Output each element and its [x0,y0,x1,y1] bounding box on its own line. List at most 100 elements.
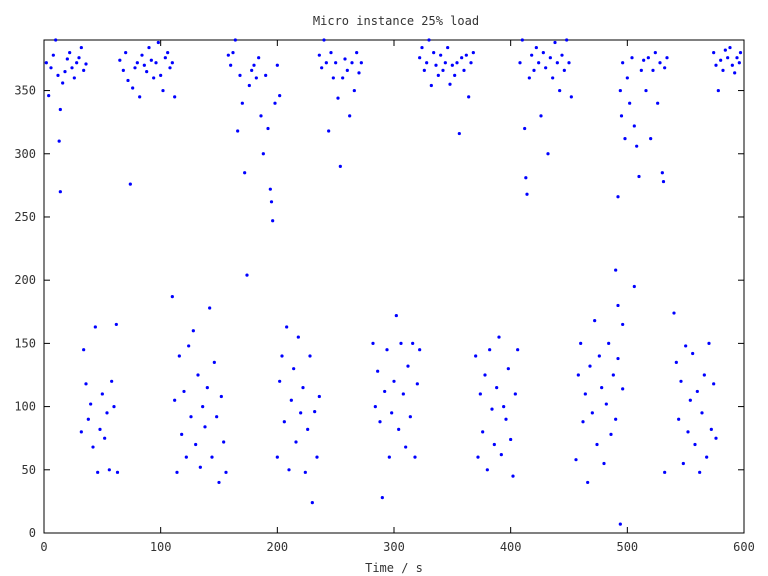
data-point [296,335,300,339]
data-point [177,354,181,358]
x-axis-label: Time / s [365,561,423,575]
data-point [492,442,496,447]
data-point [285,325,289,329]
data-point [175,470,179,474]
plot-border [43,39,745,534]
data-point [273,101,277,105]
data-point [639,68,643,72]
data-point [637,174,641,179]
data-point [429,83,433,88]
data-point [168,66,172,70]
data-point [203,425,207,429]
data-point [576,373,580,377]
data-point [583,392,587,396]
data-point [439,53,443,57]
data-point [527,76,531,80]
data-point [191,329,195,333]
data-point [329,51,333,55]
data-point [679,379,683,383]
plot-frame [43,39,745,534]
data-point [292,367,296,371]
data-point [306,427,310,431]
data-point [448,82,452,86]
data-point [96,470,100,474]
data-point [121,68,125,72]
data-point [646,56,650,60]
data-point [84,382,88,386]
data-point [464,53,468,57]
data-point [618,522,622,526]
data-point [656,101,660,105]
data-point [77,56,81,60]
data-point [215,415,219,419]
data-point [359,61,363,65]
data-point [728,45,732,50]
data-point [569,95,573,99]
data-point [205,386,209,390]
x-axis: 0 100 200 300 400 500 600 [40,40,755,554]
data-point [100,392,104,396]
data-point [418,348,422,352]
data-point [530,53,534,57]
data-point [621,61,625,65]
data-point [401,392,405,396]
data-point [700,411,704,415]
y-tick-label: 350 [14,84,36,98]
data-point [301,386,305,390]
data-point [115,470,120,474]
data-point [672,311,676,315]
data-point [47,94,51,98]
data-point [565,38,569,42]
data-point [469,61,473,65]
data-point [287,468,291,472]
data-point [82,348,86,352]
data-point [385,348,389,352]
x-tick-label: 0 [40,540,47,554]
data-point [299,411,303,415]
data-point [509,437,513,442]
data-point [488,348,492,352]
data-point [72,76,76,80]
data-point [471,51,475,55]
data-point [644,88,648,93]
data-point [495,386,499,390]
data-point [240,101,244,105]
data-point [376,369,380,373]
data-point [609,432,613,436]
x-tick-label: 200 [266,540,288,554]
data-point [623,137,627,141]
data-point [630,56,634,60]
data-point [661,179,666,184]
data-point [348,114,352,118]
data-point [688,398,692,402]
data-point [453,73,457,77]
data-point [219,394,223,399]
data-point [462,68,466,72]
data-point [516,348,520,352]
data-point [338,164,342,169]
data-point [499,453,503,457]
data-point [65,57,69,61]
data-point [58,190,62,194]
data-point [79,45,83,50]
data-point [457,131,461,136]
data-point [373,404,377,409]
data-point [446,45,450,50]
data-point [345,68,349,72]
data-point [161,88,165,93]
data-point [551,76,555,80]
data-point [653,51,657,55]
data-point [539,114,543,118]
data-point [82,68,86,72]
data-point [236,129,240,133]
data-point [436,73,440,77]
y-tick-label: 100 [14,400,36,414]
data-point [126,78,130,83]
data-point [625,76,629,80]
data-point [313,410,317,414]
data-point [663,66,667,70]
data-point [336,96,340,100]
data-point [152,76,156,80]
data-point [133,66,137,70]
data-point [222,440,226,444]
